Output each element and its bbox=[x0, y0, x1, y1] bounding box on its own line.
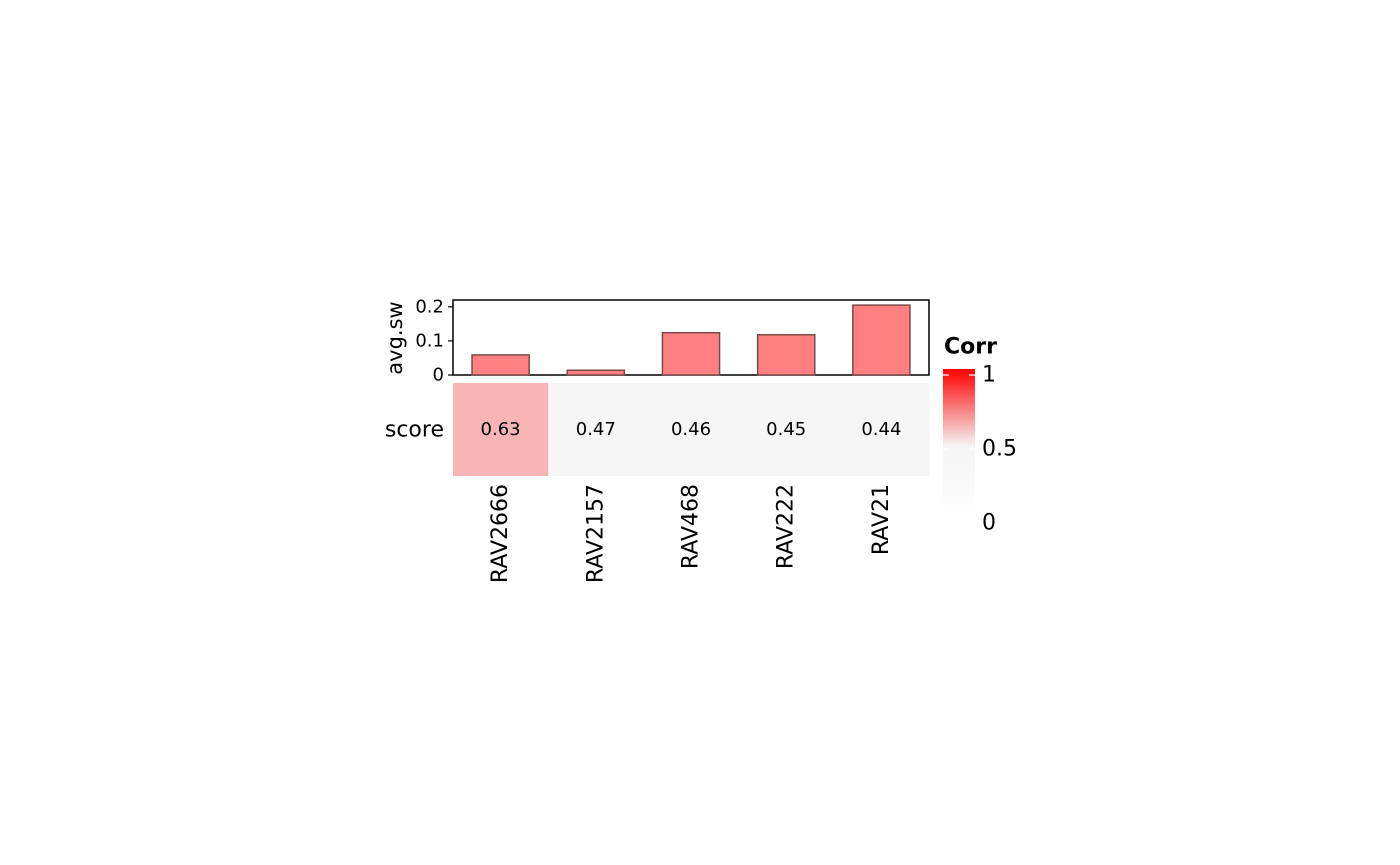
y-tick-label: 0.2 bbox=[415, 296, 444, 317]
legend-ticks: 10.50 bbox=[943, 363, 1017, 536]
heatmap-row-label: score bbox=[385, 418, 444, 443]
heatmap: 0.63 0.47 0.46 0.45 0.44 score bbox=[385, 383, 930, 476]
y-axis-ticks: 0 0.1 0.2 bbox=[415, 296, 453, 386]
column-label: RAV468 bbox=[679, 484, 704, 569]
heatmap-cells: 0.63 0.47 0.46 0.45 0.44 bbox=[453, 383, 930, 476]
legend-tick-label: 0 bbox=[982, 511, 996, 536]
legend: Corr 10.50 bbox=[943, 335, 1017, 536]
bar-RAV21 bbox=[852, 304, 911, 376]
column-label: RAV2157 bbox=[583, 484, 608, 583]
legend-title: Corr bbox=[944, 335, 997, 360]
legend-colorbar bbox=[943, 369, 975, 523]
legend-tick-label: 1 bbox=[982, 363, 996, 388]
column-label: RAV2666 bbox=[488, 484, 513, 583]
heatmap-cell-label: 0.47 bbox=[576, 419, 616, 440]
heatmap-cell-RAV2666 bbox=[453, 383, 549, 476]
heatmap-cell-RAV468 bbox=[643, 383, 740, 476]
heatmap-cell-RAV2157 bbox=[548, 383, 644, 476]
bar-panel: 0 0.1 0.2 avg.sw bbox=[383, 296, 930, 386]
column-label: RAV21 bbox=[869, 484, 894, 555]
bar-RAV2666 bbox=[471, 354, 530, 376]
bar-RAV2157 bbox=[566, 369, 626, 376]
heatmap-cell-label: 0.45 bbox=[766, 419, 806, 440]
legend-tick-label: 0.5 bbox=[982, 437, 1017, 462]
y-tick-label: 0.1 bbox=[415, 330, 444, 351]
heatmap-cell-label: 0.46 bbox=[671, 419, 711, 440]
bar-RAV222 bbox=[756, 334, 816, 376]
heatmap-cell-RAV21 bbox=[833, 383, 930, 476]
heatmap-cell-label: 0.63 bbox=[481, 419, 521, 440]
heatmap-cell-label: 0.44 bbox=[861, 419, 901, 440]
y-tick-label: 0 bbox=[433, 365, 444, 386]
bar-RAV468 bbox=[661, 331, 721, 376]
column-labels: RAV2666 RAV2157 RAV468 RAV222 RAV21 bbox=[488, 484, 894, 583]
heatmap-cell-RAV222 bbox=[738, 383, 835, 476]
bar-series bbox=[471, 304, 911, 376]
y-axis-label: avg.sw bbox=[383, 301, 407, 374]
column-label: RAV222 bbox=[774, 484, 799, 569]
